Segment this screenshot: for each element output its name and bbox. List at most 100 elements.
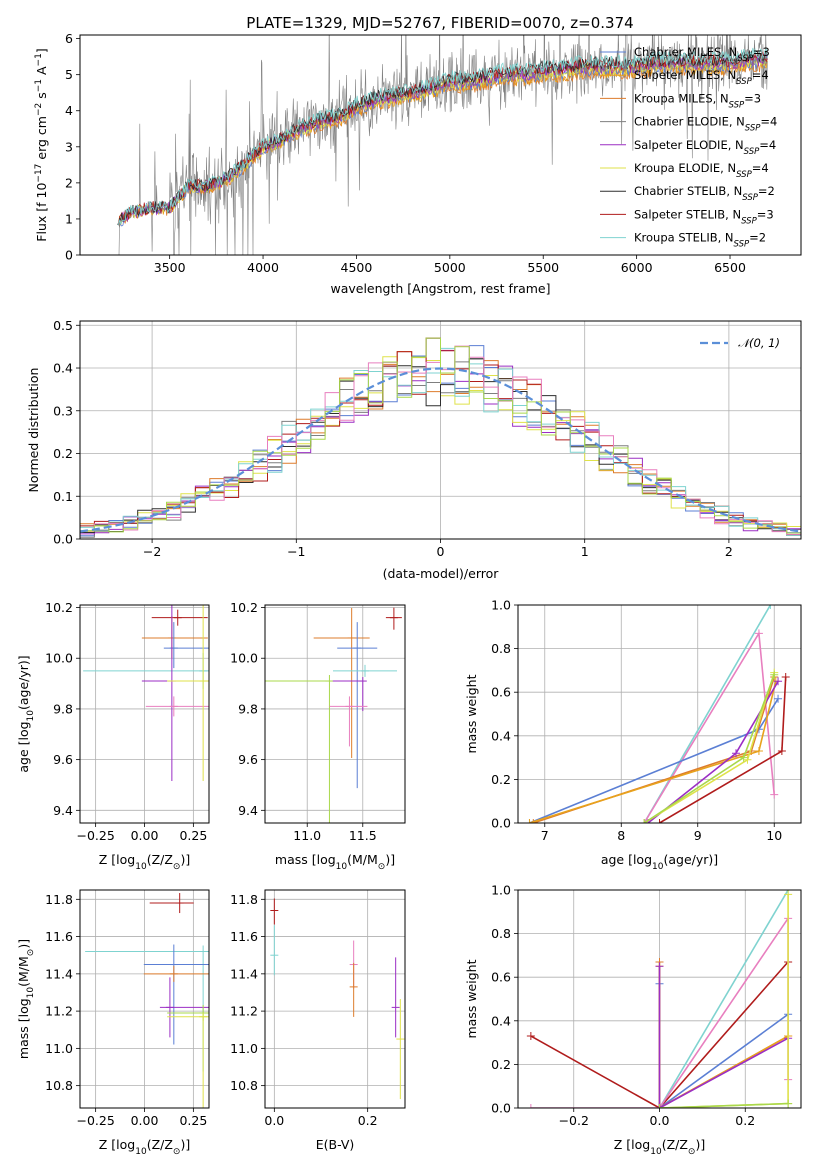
legend-label-sub: SSP [742, 193, 758, 203]
weight_vs_Z-xlabel-part: 10 [650, 1147, 662, 1157]
legend-label-text: Salpeter ELODIE, N [634, 138, 744, 152]
legend-label-salpeter_stelib: Salpeter STELIB, NSSP=3 [634, 207, 774, 226]
mass_vs_Z-ylabel-part: (M/M [16, 956, 31, 987]
mass_vs_Z-xlabel-part: ⊙ [173, 1147, 181, 1157]
weight_vs_age-ytick-label: 0.8 [491, 641, 511, 656]
gaussian-curve [80, 367, 801, 533]
age_vs_Z-axes: −0.25 0.00 0.259.49.69.810.010.2Z [log10(Z… [16, 600, 210, 872]
mass_vs_Z-xlabel-part: 10 [135, 1147, 147, 1157]
age_vs_Z-xlabel-part: Z [log [99, 852, 135, 867]
spectrum-title: PLATE=1329, MJD=52767, FIBERID=0070, z=0… [246, 14, 633, 32]
weight_vs_age-xlabel-part: 10 [652, 862, 664, 872]
legend-label-sub: SSP [737, 54, 753, 64]
legend-label-kroupa_stelib: Kroupa STELIB, NSSP=2 [634, 231, 766, 250]
residuals-xtick-label: 0 [437, 544, 445, 559]
mass_vs_Z-ylabel-part: 10 [26, 987, 36, 999]
spectrum-xtick-label: 4000 [247, 260, 279, 275]
legend-label-eq: =4 [752, 161, 769, 175]
spectrum-axes: 3500 4000 4500 5000 5500 6000 6500 0 1 2 3 4 5 6 PLATE… [34, 14, 802, 296]
mass_vs_Z-xtick-label: 0.00 [131, 1113, 159, 1128]
weight_vs_age-xtick-label: 9 [694, 828, 702, 843]
residuals-ytick-label: 0.4 [53, 361, 73, 376]
spectrum-ylabel-part: s [34, 92, 49, 103]
spectrum-ylabel-part: erg cm [34, 116, 49, 164]
legend-label-sub: SSP [736, 170, 752, 180]
mass_vs_EBV-xlabel: E(B-V) [316, 1137, 355, 1152]
weight-age-marker-pink [770, 790, 779, 799]
weight-age-marker-lime [739, 753, 748, 762]
mass_vs_EBV-ytick-label: 11.4 [230, 966, 258, 981]
age_vs_Z-ylabel-part: age [log [16, 721, 31, 772]
mass_vs_Z-xlabel-part: Z [log [99, 1137, 135, 1152]
spectrum-ytick-label: 6 [65, 31, 73, 46]
weight-age-line-chabrier_miles [529, 698, 779, 823]
weight-age-marker-salpeter_stelib [777, 747, 786, 756]
legend-label-eq: =2 [749, 231, 766, 245]
age_vs_mass-xlabel: mass [log10(M/M⊙)] [275, 852, 395, 872]
spectrum-model-line-kroupa_stelib [117, 47, 768, 225]
mass_vs_Z-ytick-label: 10.8 [45, 1078, 73, 1093]
weight_vs_age-xlabel: age [log10(age/yr)] [601, 852, 718, 872]
residuals-xtick-label: −2 [143, 544, 161, 559]
residuals-ylabel-part: Normed distribution [26, 368, 41, 493]
age_vs_Z-ylabel-part: 10 [26, 710, 36, 722]
spectrum-frame [79, 34, 802, 256]
weight_vs_Z-ytick-label: 0.0 [491, 1101, 511, 1116]
legend-label-eq: =3 [744, 91, 761, 105]
spectrum-ylabel-part: −1 [34, 79, 44, 92]
weight_vs_Z-xlabel-part: Z [log [614, 1137, 650, 1152]
mass_vs_EBV-xlabel-part: E(B-V) [316, 1137, 355, 1152]
spectrum-xlabel: wavelength [Angstrom, rest frame] [330, 281, 550, 296]
weight-Z-line-kroupa_stelib [658, 890, 789, 1108]
mass_vs_Z-ytick-label: 11.4 [45, 966, 73, 981]
weight-Z-line-chabrier_miles [658, 983, 789, 1108]
age_vs_Z-ylabel: age [log10(age/yr)] [16, 655, 36, 772]
spectrum-model-line-chabrier_stelib [117, 49, 768, 225]
residuals-xtick-label: −1 [287, 544, 305, 559]
weight_vs_Z-ytick-label: 0.6 [491, 970, 511, 985]
weight-age-marker-chabrier_miles [774, 694, 783, 703]
legend-label-sub: SSP [734, 240, 750, 250]
mass_vs_EBV-ytick-label: 10.8 [230, 1078, 258, 1093]
residual-legend: 𝒩(0, 1) [700, 336, 780, 350]
legend-label-kroupa_miles: Kroupa MILES, NSSP=3 [634, 91, 761, 110]
weight_vs_age-plot [525, 605, 790, 823]
weight-age-line-kroupa_stelib [643, 605, 772, 823]
weight-age-marker-salpeter_stelib [781, 672, 790, 681]
mass_vs_Z-xlabel-part: (Z/Z [147, 1137, 173, 1152]
weight-Z-line-salpeter_stelib [530, 961, 789, 1108]
spectrum-ylabel-part: Flux [f [34, 202, 49, 242]
weight-age-marker-salpeter_elodie [774, 677, 783, 686]
age_vs_Z-xtick-label: −0.25 [76, 828, 114, 843]
legend-label-text: Kroupa MILES, N [634, 91, 729, 105]
weight-Z-marker-lime [784, 1099, 793, 1108]
age_vs_mass-xlabel-part: ⊙ [378, 862, 386, 872]
spectrum-ylabel-part: −1 [34, 53, 44, 66]
weight_vs_Z-xtick-label: 0.0 [650, 1113, 670, 1128]
age_vs_Z-xtick-label: 0.25 [179, 828, 207, 843]
weight-age-line-salpeter_miles [529, 681, 777, 823]
age_vs_Z-xlabel-part: )] [180, 852, 190, 867]
weight-age-marker-kroupa_miles [529, 819, 538, 823]
mass_vs_EBV-ytick-label: 11.2 [230, 1004, 258, 1019]
spectrum-xtick-label: 5500 [527, 260, 559, 275]
spectrum-ytick-label: 5 [65, 67, 73, 82]
spectrum-ylabel-part: A [34, 66, 49, 79]
mass_vs_Z-xlabel-part: )] [180, 1137, 190, 1152]
weight_vs_Z-ylabel-part: mass weight [464, 959, 479, 1038]
mass_vs_EBV-ytick-label: 11.6 [230, 929, 258, 944]
spectrum-xtick-label: 3500 [154, 260, 186, 275]
mass_vs_EBV-xtick-label: 0.0 [264, 1113, 284, 1128]
spectrum-ylabel-part: ] [34, 48, 49, 53]
mass_vs_EBV-frame [264, 889, 406, 1109]
mass_vs_EBV-plot [270, 898, 405, 1100]
mass_vs_EBV-axes: 0.0 0.2 10.8 11.0 11.2 11.4 11.6 11.8 E(B-V) [230, 889, 406, 1152]
weight_vs_age-ytick-label: 0.6 [491, 685, 511, 700]
weight-age-marker-lime [770, 670, 779, 679]
legend-label-eq: =4 [752, 68, 769, 82]
weight-age-marker-pink [754, 629, 763, 638]
residuals-ytick-label: 0.2 [53, 446, 73, 461]
legend-label-chabrier_miles: Chabrier MILES, NSSP=3 [634, 45, 770, 64]
